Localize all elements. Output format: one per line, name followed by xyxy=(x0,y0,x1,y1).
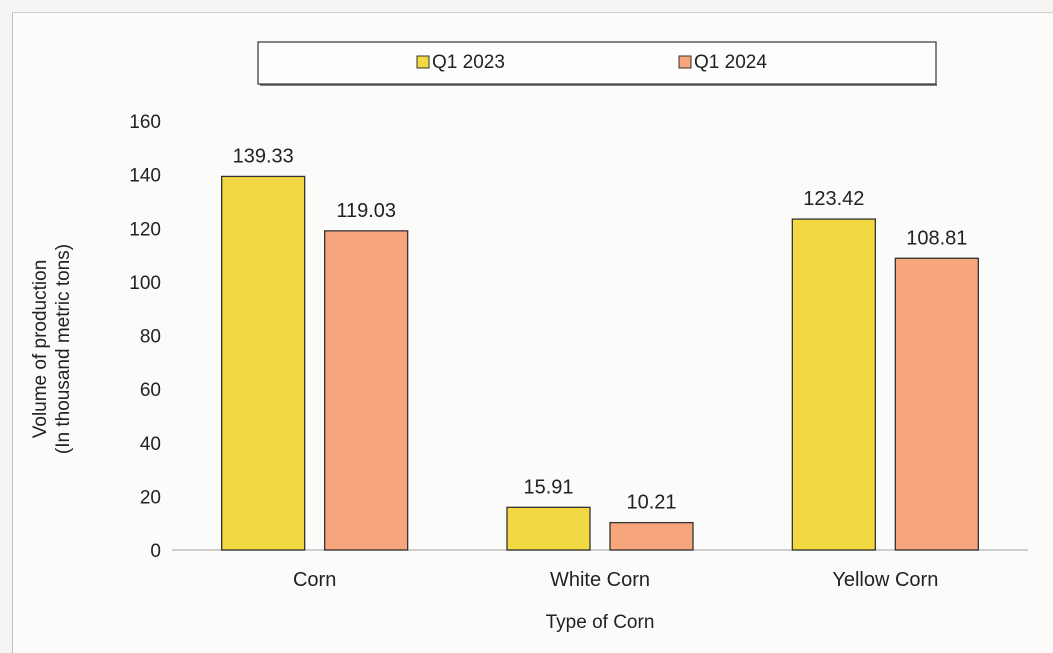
legend-label-1: Q1 2023 xyxy=(432,52,505,73)
x-category-label: White Corn xyxy=(550,569,650,591)
x-axis-title: Type of Corn xyxy=(546,612,655,633)
legend-swatch-2 xyxy=(678,55,692,69)
data-label-1-1: 139.33 xyxy=(233,145,294,167)
corn-production-chart: Q1 2023 Q1 2024 0 20 40 60 80 100 120 140 160 139.3… xyxy=(30,41,1028,633)
data-label-1-2: 15.91 xyxy=(523,476,573,498)
bar-2-3 xyxy=(894,257,979,551)
data-label-2-1: 119.03 xyxy=(336,200,396,222)
y-tick-label: 100 xyxy=(129,273,161,294)
bar-1-2 xyxy=(506,506,591,551)
y-tick-label: 20 xyxy=(140,487,161,508)
data-label-1-3: 123.42 xyxy=(803,188,864,210)
x-category-label: Corn xyxy=(293,569,336,591)
legend-swatch-1 xyxy=(416,55,430,69)
y-tick-label: 140 xyxy=(129,166,161,187)
y-axis-title-line: (In thousand metric tons) xyxy=(53,244,74,454)
bar-2-2 xyxy=(609,521,694,551)
y-tick-label: 160 xyxy=(129,112,161,133)
data-label-2-2: 10.21 xyxy=(626,492,676,514)
y-tick-label: 0 xyxy=(150,541,161,562)
legend-box xyxy=(257,41,937,85)
y-tick-label: 60 xyxy=(140,380,161,401)
x-category-label: Yellow Corn xyxy=(832,569,938,591)
y-tick-label: 80 xyxy=(140,327,161,348)
chart-frame: Q1 2023 Q1 2024 0 20 40 60 80 100 120 140 160 139.3… xyxy=(12,12,1053,653)
y-tick-label: 120 xyxy=(129,219,161,240)
legend-label-2: Q1 2024 xyxy=(694,52,767,73)
bar-1-1 xyxy=(221,175,306,551)
bar-2-1 xyxy=(324,230,409,551)
bar-1-3 xyxy=(791,218,876,551)
data-label-2-3: 108.81 xyxy=(906,227,967,249)
y-tick-label: 40 xyxy=(140,434,161,455)
y-axis-title: Volume of production (In thousand metric … xyxy=(30,244,74,454)
y-axis-title-line: Volume of production xyxy=(30,260,51,439)
